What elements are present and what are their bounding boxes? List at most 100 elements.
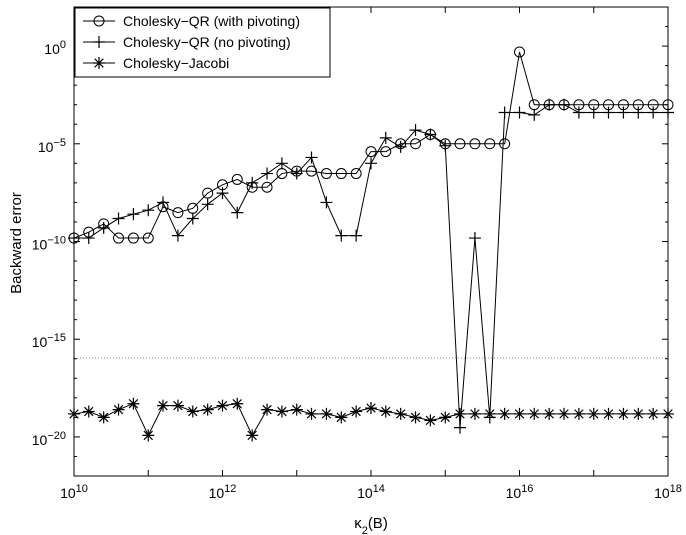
data-point-0 [142,232,154,244]
data-point-0 [127,232,139,244]
data-point-1-shape [246,176,259,189]
y-tick-label: 10−15 [32,332,66,350]
series-1 [68,98,674,434]
data-point-1 [275,157,288,170]
data-point-0-shape [127,232,139,244]
data-point-2-shape [513,407,526,420]
data-point-2 [97,411,110,424]
data-point-2 [543,407,556,420]
legend-marker-1 [93,36,105,48]
data-point-2-shape [632,407,645,420]
data-point-0 [113,232,125,244]
data-point-2 [127,397,140,410]
data-point-2 [201,403,214,416]
data-point-2-shape [498,407,511,420]
data-point-2 [305,407,318,420]
data-point-2-shape [157,399,169,412]
data-point-2-shape [365,402,377,415]
data-point-2 [587,407,600,420]
data-point-1 [201,198,214,211]
data-point-0-shape [365,146,377,158]
data-point-2-shape [543,407,556,420]
data-point-1-shape [275,157,288,170]
data-point-0-shape [142,232,154,244]
data-point-1 [572,106,585,119]
data-point-2 [320,407,333,420]
data-point-1-shape [647,106,660,119]
data-point-1 [513,106,526,119]
data-point-0 [350,168,362,180]
data-point-2-shape [587,407,600,420]
data-point-2 [439,411,452,424]
data-point-2 [513,407,526,420]
data-point-0-shape [454,138,466,150]
data-point-2 [558,407,571,420]
data-point-0 [172,207,184,219]
data-point-0 [484,138,496,150]
data-point-0 [320,168,332,180]
data-point-1-shape [365,157,377,170]
data-point-0 [469,138,481,150]
data-point-2 [171,399,184,412]
x-axis-label: κ2(B) [354,515,388,535]
data-point-2 [261,403,274,416]
data-point-1 [394,140,407,153]
data-point-2 [350,405,363,418]
plot-area [68,46,674,442]
data-point-1 [632,106,645,119]
data-point-2 [647,407,660,420]
data-point-2 [365,402,377,415]
data-point-2-shape [454,407,466,420]
data-point-2 [231,397,244,410]
data-point-1-shape [157,196,169,209]
data-point-0-shape [320,168,332,180]
data-point-0-shape [172,207,184,219]
y-tick-label: 10−20 [32,430,66,448]
data-point-0 [261,181,273,193]
data-point-2-shape [112,403,125,416]
data-point-1 [320,196,333,209]
data-point-2-shape [275,405,288,418]
y-tick-label: 10−10 [32,235,66,253]
data-point-1-shape [171,229,184,242]
data-point-1 [365,157,377,170]
data-point-1-shape [602,106,615,119]
data-point-1 [261,167,274,180]
data-point-2 [216,399,229,412]
data-point-1-shape [632,106,645,119]
data-point-1 [142,204,155,217]
data-point-1-shape [409,124,422,137]
data-point-1 [498,106,511,119]
x-tick-label: 1010 [60,483,88,501]
legend: Cholesky−QR (with pivoting) Cholesky−QR (… [74,7,331,78]
data-point-2 [379,405,392,418]
data-point-1-shape [350,229,363,242]
data-point-1-shape [201,198,214,211]
data-point-1-shape [261,167,274,180]
data-point-2 [468,407,481,420]
data-point-0 [202,187,214,199]
data-point-1-shape [394,140,407,153]
data-point-2-shape [335,411,348,424]
data-point-2-shape [261,403,274,416]
data-point-0-shape [380,146,392,158]
x-tick-label: 1016 [506,483,534,501]
data-point-2-shape [142,429,155,442]
data-point-1-shape [587,106,600,119]
data-point-1 [305,151,318,164]
legend-box [74,7,331,78]
legend-label-0: Cholesky−QR (with pivoting) [123,13,300,29]
data-point-2 [186,405,199,418]
x-tick-label: 1018 [654,483,682,501]
data-point-2-shape [424,414,437,427]
data-point-2-shape [320,407,333,420]
data-point-1-shape [186,212,199,225]
y-axis-label: Backward error [8,192,25,294]
data-point-1-shape [439,139,452,152]
data-point-2-shape [82,405,95,418]
data-point-0-shape [499,138,511,150]
data-point-2 [394,407,407,420]
data-point-0 [454,138,466,150]
